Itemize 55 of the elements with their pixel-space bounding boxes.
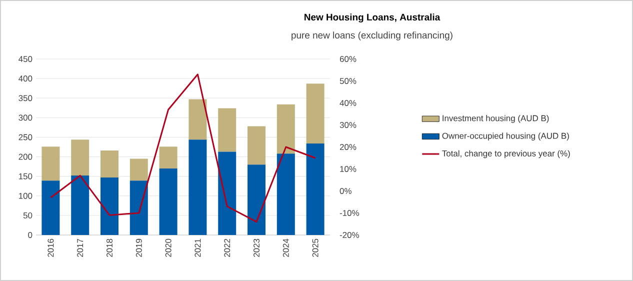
bar [276, 154, 295, 235]
bar [276, 104, 295, 154]
x-tick-label: 2019 [136, 238, 142, 257]
bar [248, 126, 266, 165]
y2-tick-label: -10% [340, 210, 359, 216]
x-tick-label: 2025 [312, 238, 318, 257]
y2-tick-label: 50% [340, 78, 356, 84]
x-tick-label: 2024 [282, 238, 289, 257]
bar [71, 176, 90, 235]
bar [159, 168, 178, 235]
y2-tick-label: 0% [340, 188, 352, 194]
text: pure new loans (excluding refinancing) [292, 32, 452, 40]
y-tick-label: 200 [18, 154, 32, 160]
x-tick-label: 2022 [224, 238, 230, 257]
bar [100, 150, 119, 178]
y-tick-label: 450 [18, 56, 32, 62]
legend-label: Investment housing (AUD B) [442, 115, 549, 123]
line-series [50, 74, 316, 223]
bar [71, 140, 90, 176]
y-tick-label: 250 [18, 134, 32, 140]
x-tick-label: 2017 [77, 238, 84, 257]
x-tick-label: 2021 [194, 238, 201, 257]
y-tick-label: 300 [18, 114, 32, 121]
bar [188, 99, 207, 140]
y2-tick-label: 30% [340, 122, 356, 128]
bar [130, 180, 148, 235]
bar [42, 146, 60, 181]
bar [218, 152, 236, 235]
y2-tick-label: 20% [340, 144, 356, 150]
y-tick-label: 150 [18, 173, 32, 180]
y2-tick-label: 10% [340, 166, 356, 172]
y2-tick-label: 60% [340, 56, 356, 62]
y-tick-label: 350 [18, 95, 32, 102]
bar [248, 164, 266, 235]
bar [130, 158, 148, 181]
text: New Housing Loans, Australia [304, 14, 440, 22]
y2-tick-label: 40% [340, 100, 356, 106]
bar [306, 143, 324, 235]
bar [42, 180, 60, 235]
legend-label: Owner-occupied housing (AUD B) [442, 132, 569, 141]
bar [100, 178, 119, 235]
bar [218, 108, 236, 152]
y2-tick-label: -20% [340, 232, 359, 238]
bar [188, 140, 207, 235]
y-tick-label: 100 [18, 192, 32, 199]
bar [306, 84, 324, 144]
x-tick-label: 2020 [165, 238, 172, 257]
legend-label: Total, change to previous year (%) [442, 150, 570, 158]
y-tick-label: 0 [28, 232, 32, 238]
y-tick-label: 400 [18, 76, 32, 82]
bar [159, 146, 178, 169]
y-tick-label: 50 [23, 212, 32, 218]
x-tick-label: 2018 [106, 238, 112, 257]
x-tick-label: 2023 [254, 238, 260, 257]
x-tick-label: 2016 [48, 238, 54, 257]
